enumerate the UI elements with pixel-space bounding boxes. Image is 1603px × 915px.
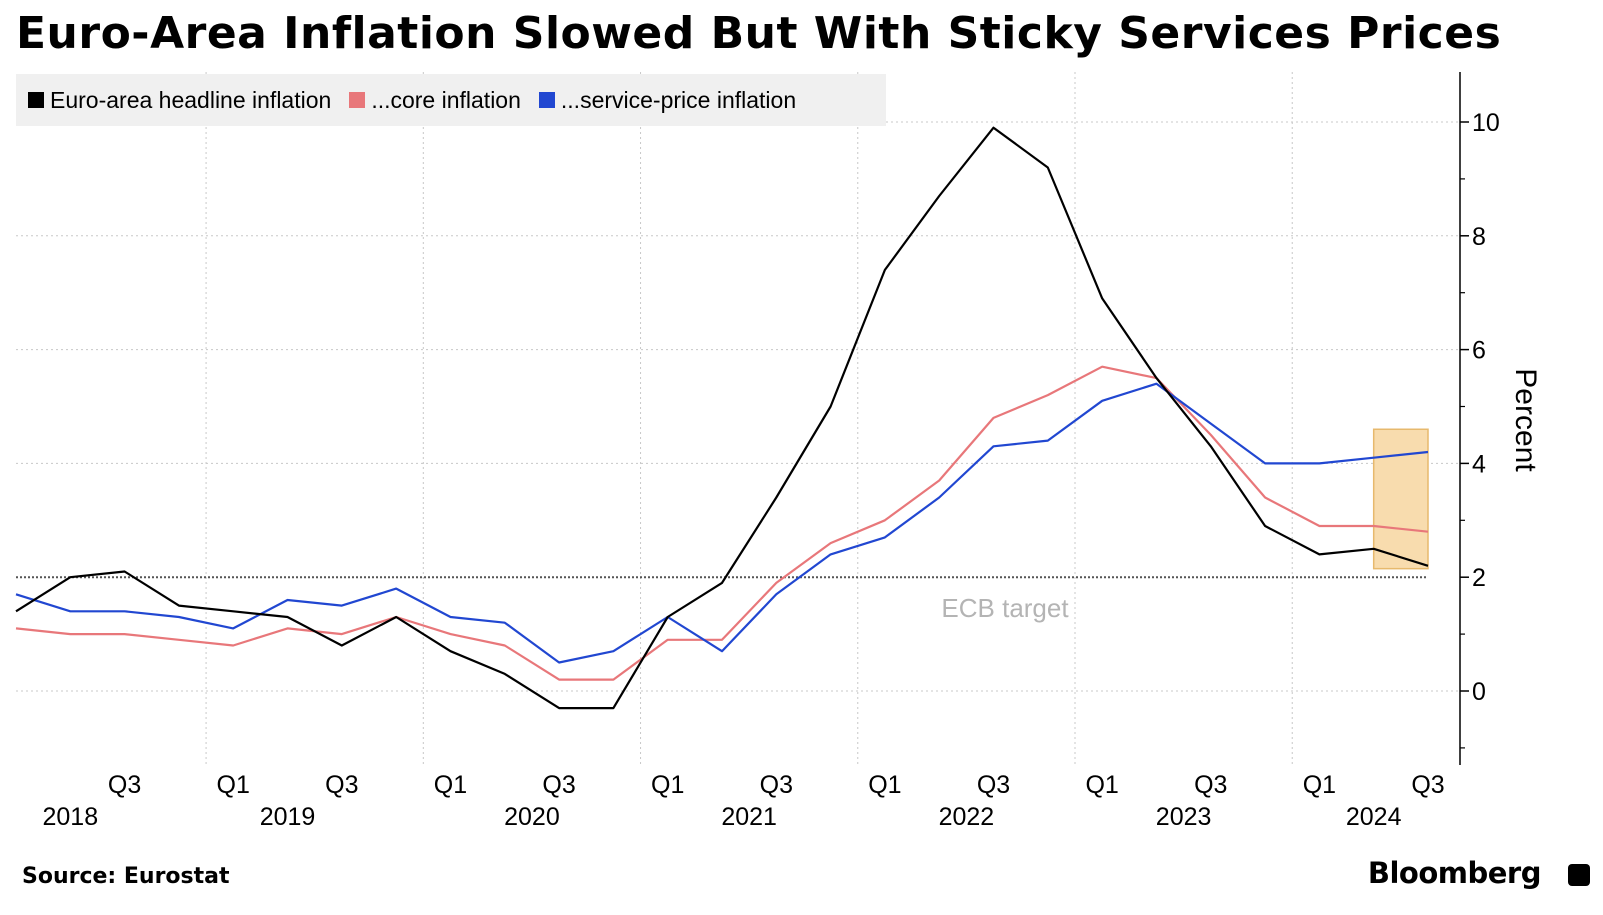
x-year-label-2018: 2018 bbox=[42, 803, 98, 831]
x-quarter-label-2023Q1: Q1 bbox=[1085, 771, 1118, 799]
ecb-target-line: ECB target bbox=[16, 576, 1428, 623]
y-tick-label-2: 2 bbox=[1472, 564, 1486, 592]
legend-label-headline: Euro-area headline inflation bbox=[50, 86, 332, 113]
grid-lines bbox=[16, 72, 1460, 765]
highlight-rect bbox=[1372, 428, 1429, 570]
x-quarter-label-2020Q3: Q3 bbox=[542, 771, 575, 799]
bloomberg-icon bbox=[1568, 864, 1590, 886]
x-year-label-2022: 2022 bbox=[939, 803, 995, 831]
x-quarter-label-2024Q3: Q3 bbox=[1411, 771, 1444, 799]
legend-label-services: ...service-price inflation bbox=[560, 86, 797, 113]
highlight-band bbox=[1372, 428, 1429, 570]
x-quarter-label-2021Q1: Q1 bbox=[651, 771, 684, 799]
x-quarter-label-2018Q3: Q3 bbox=[108, 771, 141, 799]
x-quarter-label-2022Q1: Q1 bbox=[868, 771, 901, 799]
legend-label-core: ...core inflation bbox=[371, 86, 521, 113]
legend-swatch-headline bbox=[28, 92, 44, 108]
x-quarter-label-2023Q3: Q3 bbox=[1194, 771, 1227, 799]
series-lines bbox=[15, 126, 1429, 710]
legend-item-core: ...core inflation bbox=[349, 87, 521, 114]
series-line-1 bbox=[15, 365, 1429, 681]
x-year-label-2024: 2024 bbox=[1346, 803, 1402, 831]
x-quarter-label-2022Q3: Q3 bbox=[977, 771, 1010, 799]
x-quarter-label-2024Q1: Q1 bbox=[1303, 771, 1336, 799]
x-year-label-2021: 2021 bbox=[721, 803, 777, 831]
legend-swatch-core bbox=[349, 92, 366, 108]
y-tick-label-10: 10 bbox=[1472, 109, 1500, 137]
x-quarter-label-2021Q3: Q3 bbox=[760, 771, 793, 799]
series-line-2 bbox=[15, 382, 1429, 664]
y-tick-label-6: 6 bbox=[1472, 337, 1486, 365]
legend: Euro-area headline inflation ...core inf… bbox=[16, 74, 886, 126]
y-tick-label-8: 8 bbox=[1472, 223, 1486, 251]
x-quarter-label-2019Q3: Q3 bbox=[325, 771, 358, 799]
x-year-label-2023: 2023 bbox=[1156, 803, 1212, 831]
y-tick-label-4: 4 bbox=[1472, 450, 1486, 478]
x-axis: Q3 Q1 Q3 Q1 Q3 Q1 Q3 Q1 Q3 Q1 Q3 Q1 Q3 2018 2019 2020 20… bbox=[42, 771, 1444, 831]
x-year-label-2019: 2019 bbox=[260, 803, 316, 831]
chart-title: Euro-Area Inflation Slowed But With Stic… bbox=[16, 8, 1502, 59]
y-axis-label: Percent bbox=[1509, 368, 1542, 472]
legend-item-services: ...service-price inflation bbox=[538, 86, 797, 114]
y-tick-label-0: 0 bbox=[1472, 678, 1486, 706]
x-quarter-label-2020Q1: Q1 bbox=[434, 771, 467, 799]
legend-item-headline: Euro-area headline inflation bbox=[28, 87, 331, 114]
x-quarter-label-2019Q1: Q1 bbox=[217, 771, 250, 799]
legend-swatch-services bbox=[538, 92, 555, 108]
brand-logo: Bloomberg bbox=[1367, 856, 1542, 890]
y-axis: 0 2 4 6 8 10 Percent bbox=[1459, 72, 1542, 765]
x-year-label-2020: 2020 bbox=[504, 803, 560, 831]
ecb-target-label: ECB target bbox=[941, 593, 1069, 623]
series-line-0 bbox=[15, 126, 1429, 710]
source-note: Source: Eurostat bbox=[22, 864, 230, 889]
